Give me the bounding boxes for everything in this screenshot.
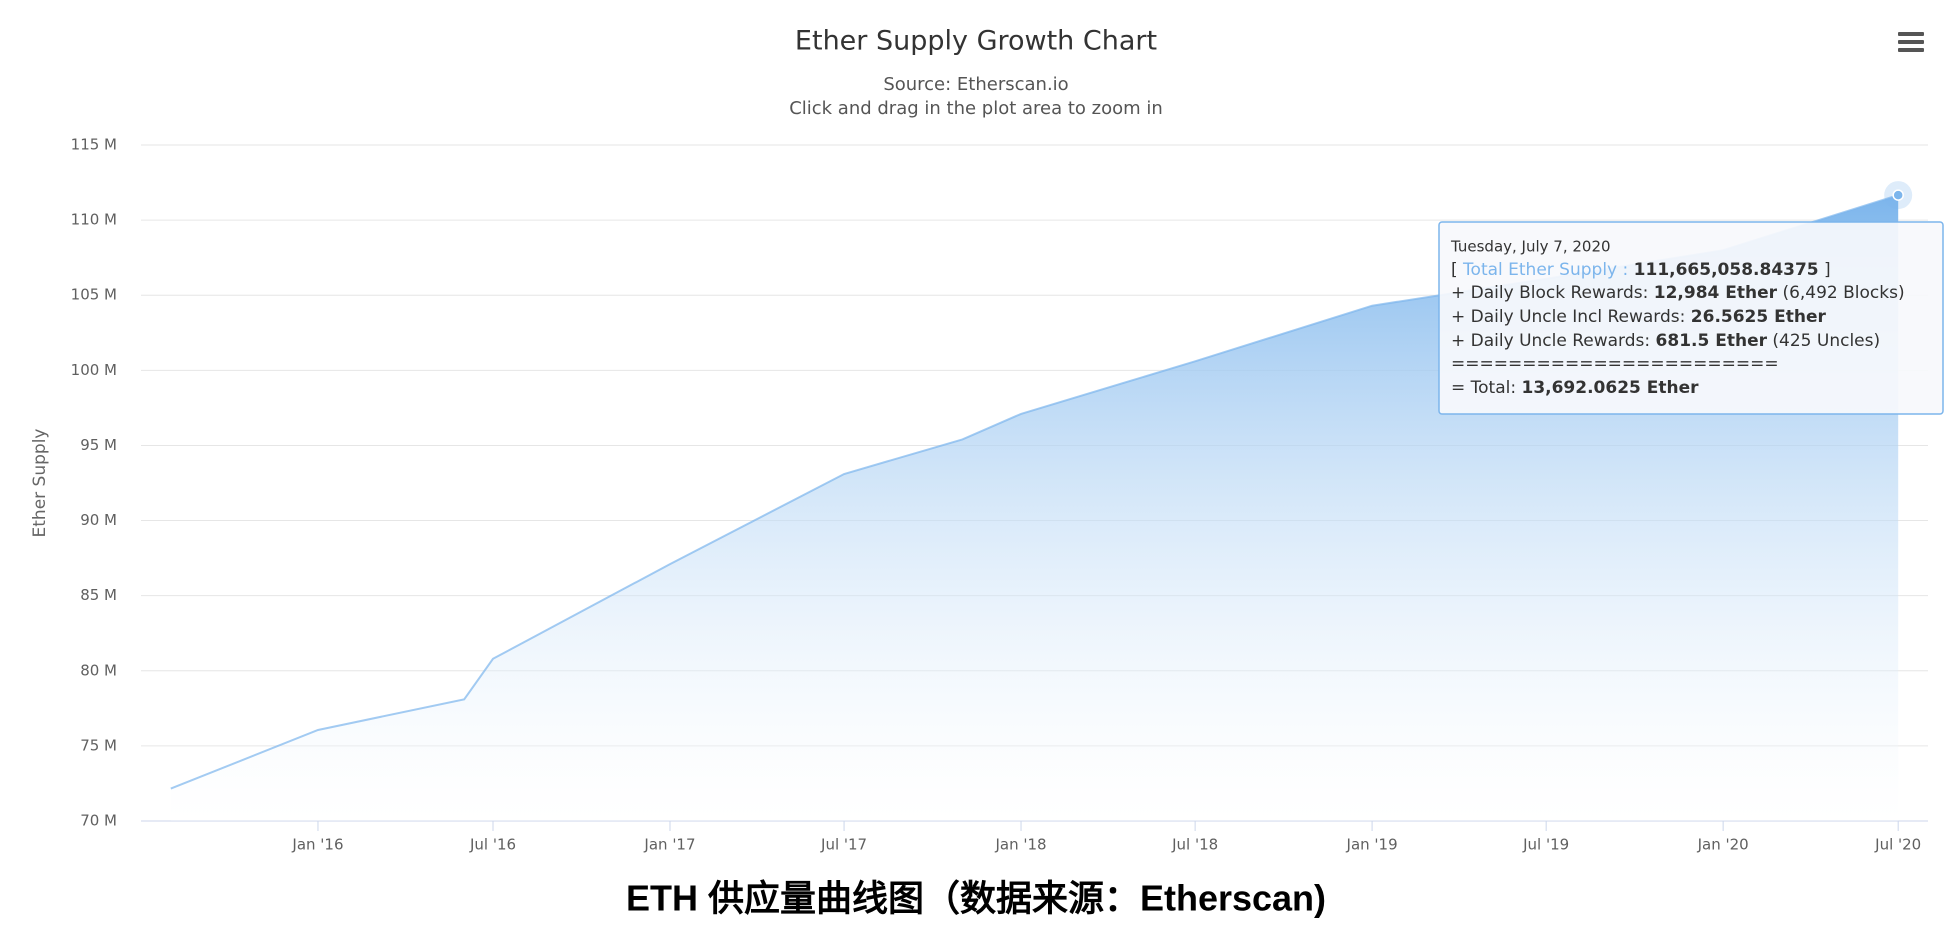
value: 26.5625 Ether [1691, 307, 1827, 327]
caption: ETH 供应量曲线图（数据来源：Etherscan) [626, 878, 1326, 919]
y-tick-label: 105 M [71, 286, 117, 304]
series-value: 111,665,058.84375 [1634, 260, 1819, 280]
hover-point [1892, 189, 1904, 201]
value: 12,984 Ether [1654, 283, 1778, 303]
y-tick-label: 90 M [80, 511, 117, 529]
note: (425 Uncles) [1772, 331, 1880, 351]
y-tick-label: 110 M [71, 211, 117, 229]
label: + Daily Block Rewards: [1451, 283, 1648, 303]
bracket: ] [1824, 260, 1831, 280]
menu-bar[interactable] [1898, 32, 1924, 36]
y-axis-title: Ether Supply [30, 429, 50, 538]
menu-button[interactable] [1898, 32, 1924, 52]
label: + Daily Uncle Rewards: [1451, 331, 1650, 351]
y-tick-label: 95 M [80, 436, 117, 454]
tooltip: Tuesday, July 7, 2020 [ Total Ether Supp… [1438, 221, 1944, 415]
y-tick-label: 85 M [80, 586, 117, 604]
tooltip-box [1438, 221, 1944, 415]
note: (6,492 Blocks) [1782, 283, 1904, 303]
x-tick-label: Jul '20 [1874, 836, 1921, 854]
menu-bar[interactable] [1898, 40, 1924, 44]
tooltip-separator: ======================= [1451, 354, 1779, 374]
menu-bar[interactable] [1898, 48, 1924, 52]
y-tick-label: 100 M [71, 361, 117, 379]
y-tick-label: 80 M [80, 661, 117, 679]
tooltip-date: Tuesday, July 7, 2020 [1450, 238, 1611, 256]
x-tick-label: Jan '20 [1697, 836, 1749, 854]
y-tick-label: 115 M [71, 136, 117, 154]
tooltip-line: [ Total Ether Supply : 111,665,058.84375… [1451, 260, 1831, 280]
x-tick-label: Jan '17 [643, 836, 695, 854]
bracket: [ [1451, 260, 1458, 280]
tooltip-line: + Daily Uncle Incl Rewards: 26.5625 Ethe… [1451, 307, 1827, 327]
value: 681.5 Ether [1656, 331, 1768, 351]
y-tick-label: 70 M [80, 812, 117, 830]
tooltip-line: + Daily Uncle Rewards: 681.5 Ether (425 … [1451, 331, 1880, 351]
chart-title: Ether Supply Growth Chart [795, 26, 1157, 57]
x-tick-label: Jan '16 [291, 836, 343, 854]
zoom-hint: Click and drag in the plot area to zoom … [789, 98, 1163, 119]
x-tick-label: Jul '19 [1522, 836, 1569, 854]
tooltip-line: = Total: 13,692.0625 Ether [1451, 378, 1699, 398]
tooltip-line: + Daily Block Rewards: 12,984 Ether (6,4… [1451, 283, 1905, 303]
x-tick-label: Jul '16 [469, 836, 516, 854]
series-label: Total Ether Supply : [1462, 260, 1628, 280]
value: 13,692.0625 Ether [1521, 378, 1699, 398]
x-tick-label: Jul '18 [1171, 836, 1218, 854]
chart-subtitle: Source: Etherscan.io [883, 74, 1068, 95]
label: = Total: [1451, 378, 1516, 398]
y-tick-label: 75 M [80, 736, 117, 754]
x-tick-label: Jan '19 [1346, 836, 1398, 854]
x-tick-label: Jan '18 [994, 836, 1046, 854]
label: + Daily Uncle Incl Rewards: [1451, 307, 1685, 327]
x-tick-label: Jul '17 [820, 836, 867, 854]
